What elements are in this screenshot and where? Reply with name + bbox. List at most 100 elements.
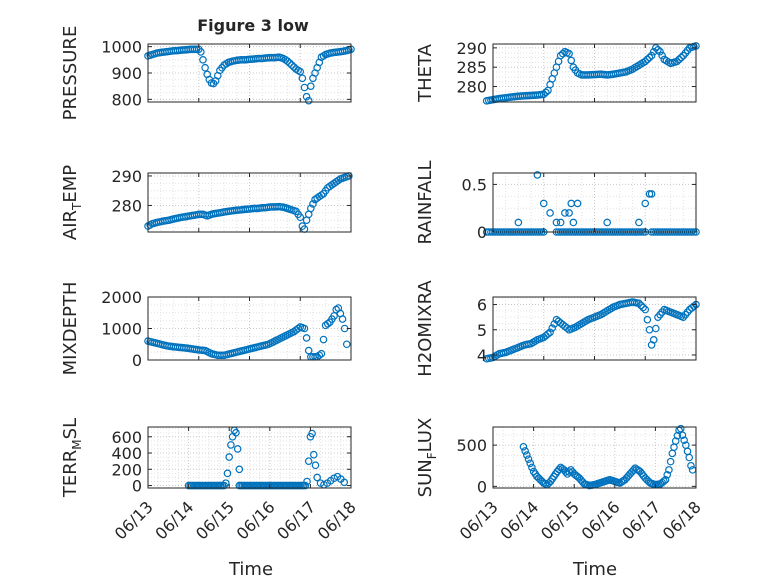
data-point	[514, 218, 523, 227]
data-point	[548, 324, 557, 332]
subplot-6: 4 5 6 H2OMIXRA	[415, 280, 700, 377]
y-tick-label: 1000	[101, 38, 142, 57]
data-point	[635, 299, 643, 308]
data-point	[565, 209, 573, 217]
data-point	[222, 479, 230, 487]
data-point	[307, 82, 315, 90]
y-tick-label: 400	[111, 444, 142, 463]
data-point	[660, 477, 668, 485]
data-point	[304, 457, 313, 465]
plot-area	[493, 173, 696, 232]
data-point	[555, 465, 563, 474]
y-axis-label: H2OMIXRA	[415, 280, 436, 377]
data-point	[649, 336, 658, 344]
data-point	[546, 328, 554, 337]
y-axis-label: THETA	[415, 43, 436, 103]
subplot-1: 800 900 1000 PRESSURE	[60, 26, 355, 120]
data-point	[323, 319, 332, 328]
y-tick-label: 290	[111, 167, 142, 186]
data-point	[342, 340, 351, 349]
data-point	[647, 51, 656, 60]
data-point	[652, 44, 660, 52]
data-point	[524, 455, 533, 463]
data-point	[544, 330, 552, 338]
data-point	[235, 465, 244, 474]
data-point	[645, 53, 654, 62]
y-tick-label: 2000	[101, 288, 142, 307]
data-point	[285, 59, 294, 67]
data-point	[308, 429, 316, 438]
data-point	[666, 457, 675, 466]
data-point	[287, 61, 296, 69]
data-point	[309, 450, 318, 459]
y-tick-label: 200	[111, 460, 142, 479]
y-tick-label: 0	[477, 223, 487, 242]
data-point	[307, 204, 315, 213]
y-axis-label: AIRTEMP	[60, 165, 84, 240]
y-tick-label: 900	[111, 64, 142, 83]
axes-box	[147, 426, 352, 489]
data-point	[542, 88, 550, 97]
data-point	[317, 349, 326, 358]
y-axis-label: SUNFLUX	[415, 418, 439, 498]
y-tick-label: 500	[456, 436, 487, 455]
plot-area	[148, 173, 351, 232]
data-point	[523, 451, 531, 459]
data-point	[671, 437, 680, 445]
data-point	[573, 199, 582, 208]
y-tick-label: 6	[477, 296, 487, 315]
data-point	[533, 171, 542, 179]
y-axis-label: MIXDEPTH	[60, 282, 81, 376]
y-tick-label: 0	[132, 351, 142, 370]
data-point	[519, 442, 528, 451]
data-point	[641, 199, 650, 208]
y-tick-label: 5	[477, 321, 487, 340]
data-point	[643, 55, 652, 64]
data-point	[334, 176, 343, 185]
data-point	[225, 453, 234, 461]
y-axis-label: RAINFALL	[415, 161, 436, 245]
axes-box	[492, 426, 697, 489]
data-point	[197, 48, 205, 56]
y-tick-label: 290	[456, 39, 487, 58]
data-point	[311, 461, 320, 470]
y-tick-label: 285	[456, 58, 487, 77]
y-tick-label: 0	[132, 477, 142, 496]
data-point	[539, 90, 548, 99]
data-point	[521, 447, 529, 455]
data-point	[298, 74, 307, 83]
data-point	[687, 461, 695, 470]
data-point	[643, 315, 652, 324]
figure-title: Figure 3 low	[197, 16, 309, 35]
data-point	[556, 218, 565, 227]
data-point	[567, 56, 576, 65]
data-point	[201, 63, 209, 72]
data-point	[652, 324, 660, 333]
data-point	[658, 51, 666, 60]
x-axis-label-right: Time	[572, 559, 617, 580]
data-point	[199, 56, 207, 64]
subplot-3: 280 290 AIRTEMP	[60, 165, 353, 240]
data-point	[300, 324, 309, 333]
y-tick-label: 1000	[101, 320, 142, 339]
data-point	[637, 301, 645, 310]
data-point	[309, 200, 317, 208]
y-tick-label: 280	[456, 78, 487, 97]
data-point	[569, 218, 578, 227]
data-point	[223, 469, 232, 478]
y-tick-label: 600	[111, 428, 142, 447]
data-point	[296, 213, 305, 222]
data-point	[678, 431, 687, 440]
data-point	[665, 466, 673, 474]
data-point	[673, 57, 681, 66]
data-point	[302, 92, 311, 101]
data-point	[675, 55, 683, 64]
data-point	[561, 209, 569, 217]
data-point	[673, 431, 682, 440]
data-point	[227, 441, 235, 449]
data-point	[190, 45, 199, 54]
data-point	[685, 453, 694, 462]
data-point	[677, 53, 685, 62]
